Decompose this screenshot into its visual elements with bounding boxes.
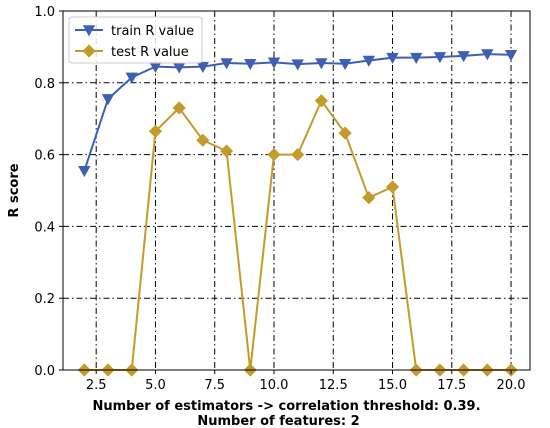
data-point [267, 57, 281, 69]
y-axis-label: R score [7, 163, 22, 217]
data-point [267, 148, 281, 162]
x-axis-label-line2: Number of features: 2 [197, 414, 359, 428]
data-point [291, 59, 304, 71]
x-tick-label: 5.0 [145, 378, 166, 393]
data-point [196, 61, 210, 73]
series-train-r-value [78, 49, 518, 178]
y-tick-label: 0.4 [34, 220, 55, 235]
legend: train R value test R value [68, 16, 203, 64]
x-tick-label: 12.5 [319, 378, 348, 393]
data-point [504, 49, 518, 62]
data-point [196, 133, 210, 147]
data-point [386, 52, 399, 64]
data-point [410, 52, 423, 64]
legend-marker [82, 25, 96, 37]
series-line [84, 98, 512, 371]
data-point [244, 58, 257, 71]
data-point [338, 126, 352, 140]
x-axis-label: Number of estimators -> correlation thre… [92, 399, 480, 414]
y-tick-label: 1.0 [34, 5, 55, 20]
y-tick-label: 0.0 [34, 364, 55, 379]
x-tick-label: 15.0 [378, 378, 407, 393]
y-tick-label: 0.2 [34, 292, 55, 307]
data-point [101, 94, 115, 106]
data-point [291, 148, 305, 162]
legend-entry: train R value [75, 24, 194, 39]
x-axis-ticks: 2.5 5.0 7.5 10.0 12.5 15.0 17.5 20.0 [86, 370, 526, 393]
data-point [362, 191, 376, 205]
legend-label: train R value [111, 24, 194, 39]
x-tick-label: 20.0 [497, 378, 526, 393]
data-point [385, 180, 400, 194]
plot-frame [62, 10, 531, 371]
data-point [457, 51, 470, 63]
y-tick-label: 0.8 [34, 77, 55, 92]
data-point [172, 101, 186, 115]
data-point [338, 58, 352, 71]
x-tick-label: 10.0 [260, 378, 289, 393]
series-layer [77, 49, 518, 377]
x-tick-label: 17.5 [437, 378, 466, 393]
y-axis-ticks: 0.0 0.2 0.4 0.6 0.8 1.0 [34, 5, 63, 379]
data-point [362, 55, 375, 67]
legend-marker [82, 44, 96, 58]
data-point [125, 72, 138, 84]
data-point [433, 52, 447, 64]
series-test-r-value [77, 94, 518, 377]
data-point [314, 94, 328, 108]
data-point [315, 58, 328, 70]
y-tick-label: 0.6 [34, 149, 55, 164]
x-tick-label: 7.5 [204, 378, 225, 393]
data-point [220, 144, 234, 158]
x-tick-label: 2.5 [86, 378, 107, 393]
data-point [78, 165, 91, 178]
data-point [220, 58, 233, 70]
data-point [481, 49, 494, 61]
data-point [148, 124, 163, 138]
legend-label: test R value [111, 45, 189, 60]
legend-entry: test R value [75, 44, 189, 60]
